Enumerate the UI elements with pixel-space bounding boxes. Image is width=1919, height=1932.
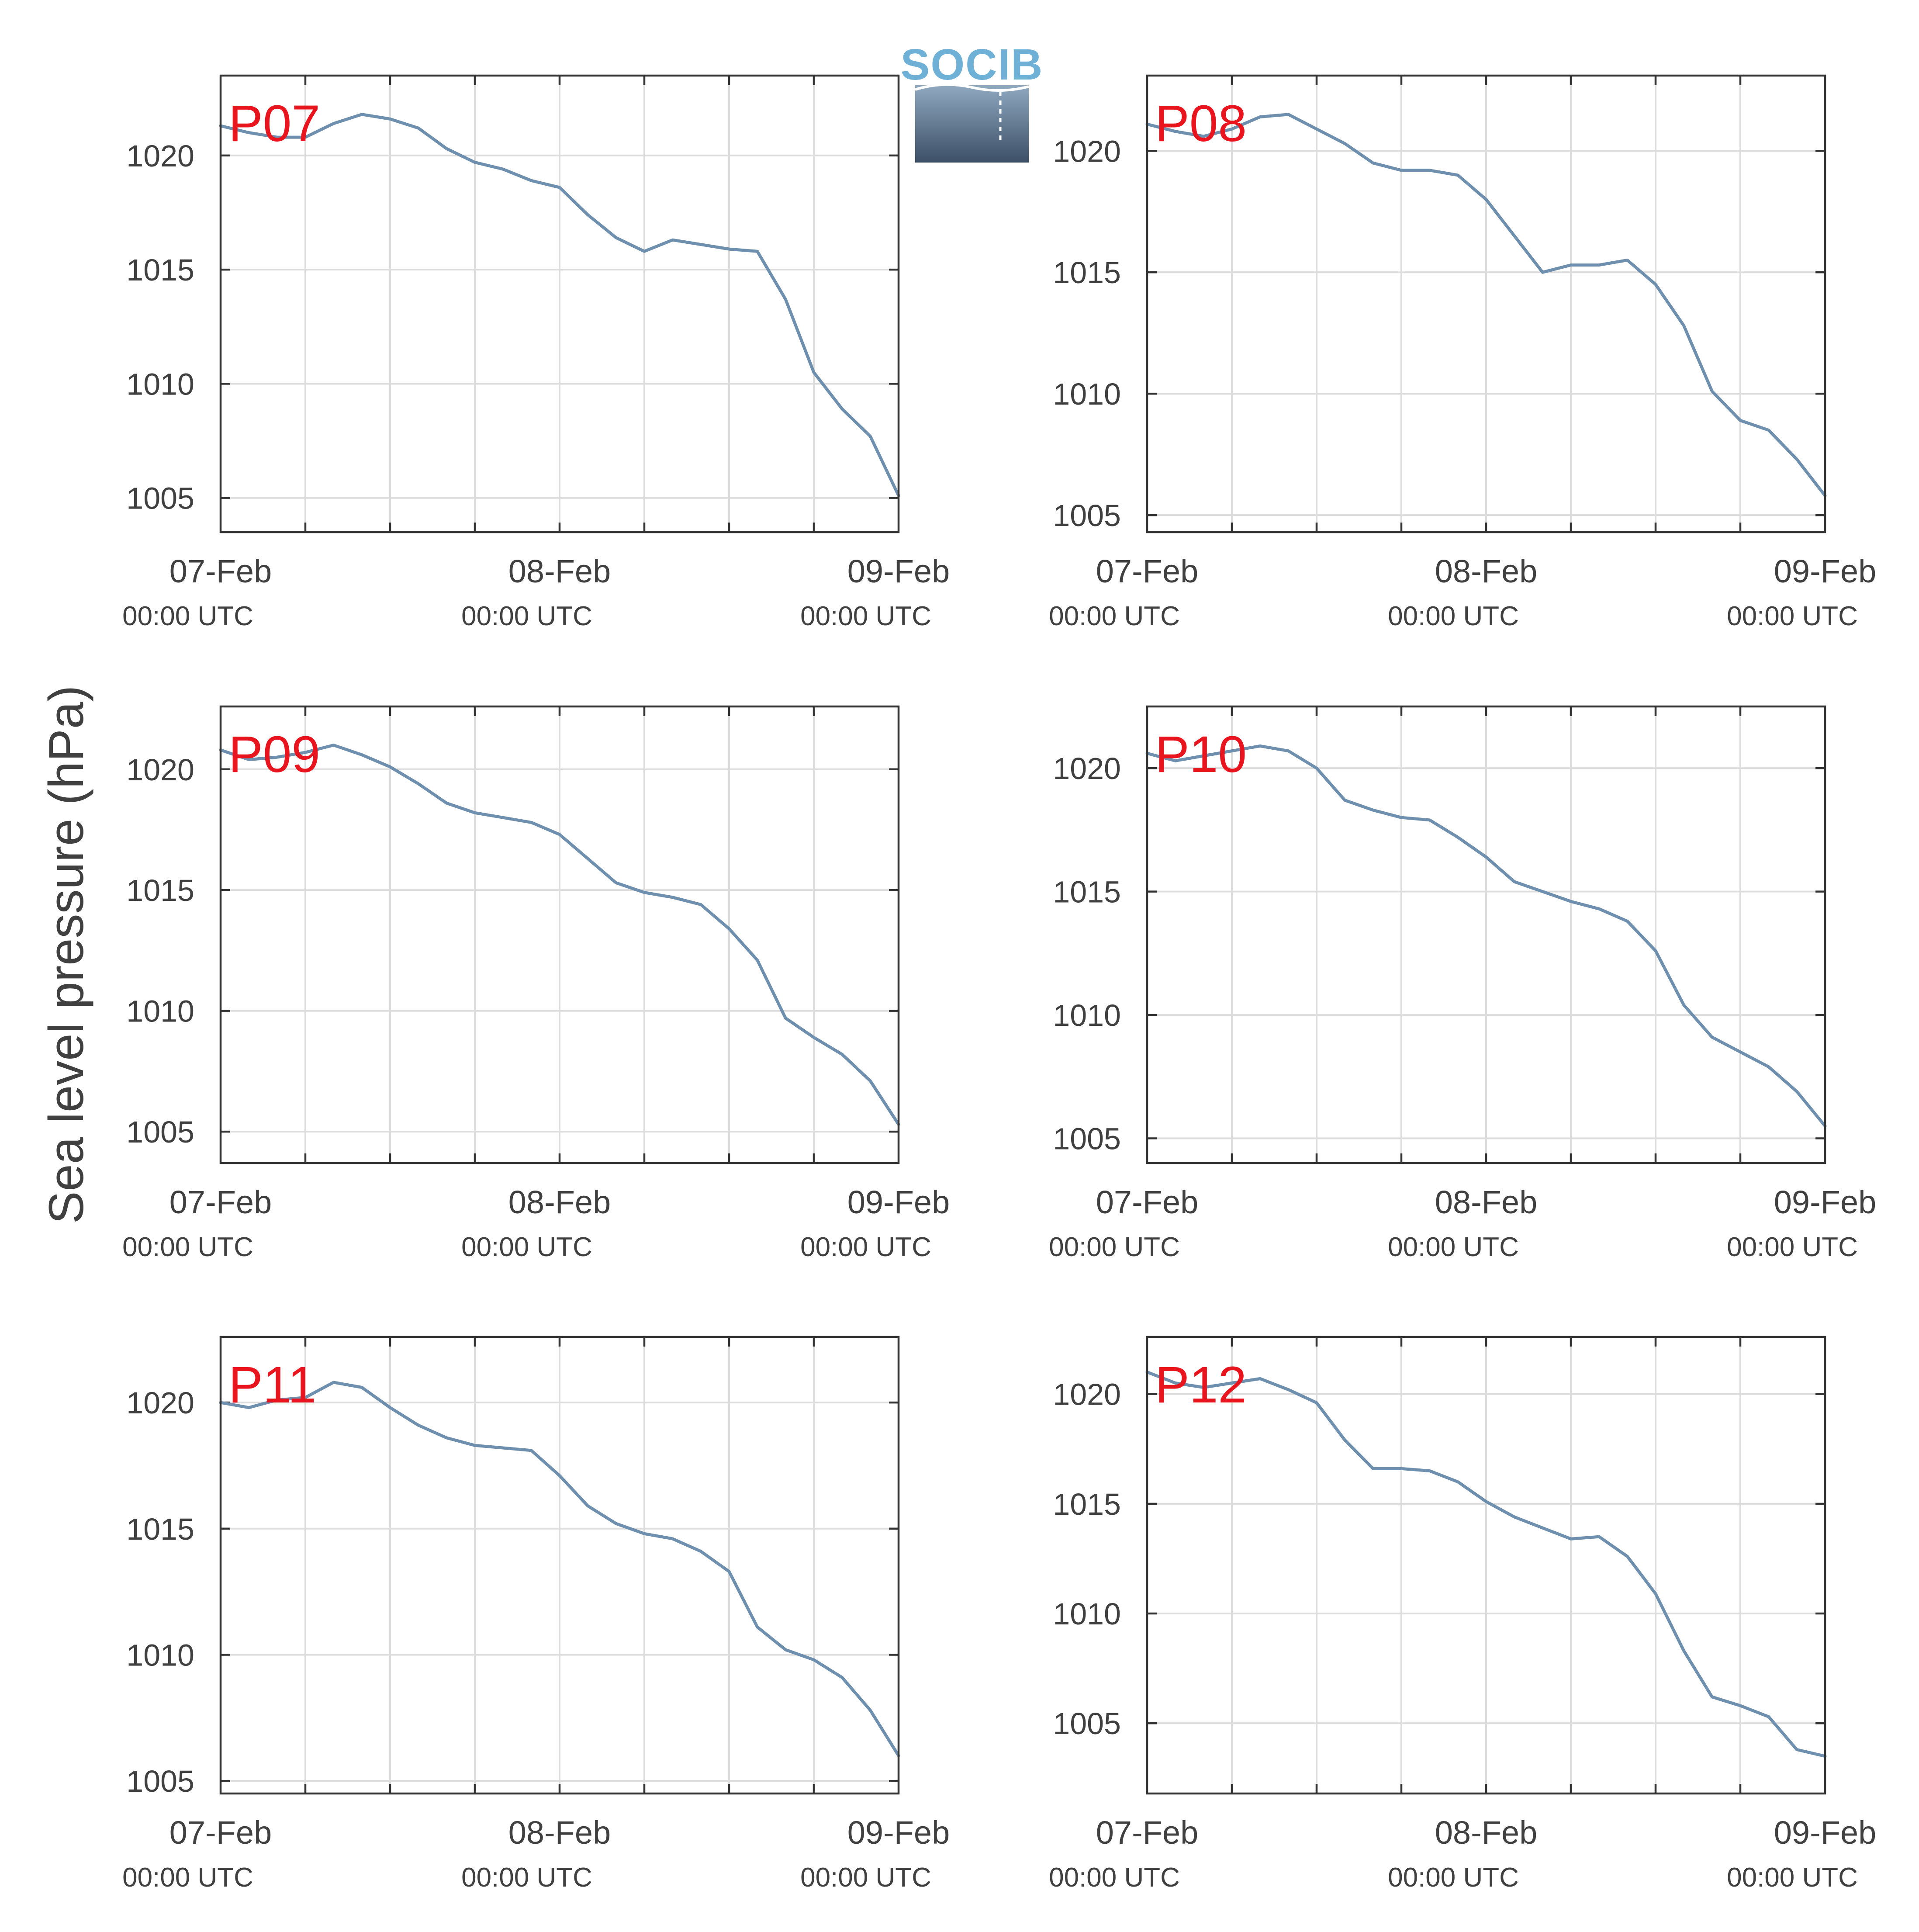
y-tick-label: 1010 bbox=[126, 367, 194, 401]
series-line bbox=[219, 113, 900, 497]
x-tick-date: 09-Feb bbox=[1774, 553, 1876, 589]
series-line bbox=[1145, 113, 1827, 498]
x-tick-time: 00:00 UTC bbox=[1388, 1232, 1519, 1262]
x-tick-date: 08-Feb bbox=[1435, 1814, 1537, 1851]
x-tick-date: 07-Feb bbox=[169, 1814, 272, 1851]
x-tick-date: 07-Feb bbox=[169, 553, 272, 589]
x-tick-time: 00:00 UTC bbox=[800, 1232, 931, 1262]
panel-p12: 1005 1010 1015 1020 07-Feb 00:00 UTC 08-Feb 00:… bbox=[1049, 1336, 1876, 1893]
x-tick-time: 00:00 UTC bbox=[1388, 601, 1519, 631]
panel-label: P08 bbox=[1155, 95, 1247, 152]
y-tick-label: 1005 bbox=[1053, 1122, 1121, 1156]
x-tick-date: 08-Feb bbox=[508, 1814, 611, 1851]
y-axis-label: Sea level pressure (hPa) bbox=[39, 686, 93, 1224]
x-tick-time: 00:00 UTC bbox=[122, 1863, 253, 1893]
y-tick-label: 1020 bbox=[1053, 751, 1121, 786]
x-tick-date: 07-Feb bbox=[1096, 553, 1198, 589]
x-tick-time: 00:00 UTC bbox=[1049, 1232, 1180, 1262]
y-tick-label: 1020 bbox=[126, 1386, 194, 1420]
panel-p09: 1005 1010 1015 1020 07-Feb 00:00 UTC 08-Feb 00:… bbox=[122, 705, 950, 1262]
x-tick-time: 00:00 UTC bbox=[800, 601, 931, 631]
panel-label: P09 bbox=[228, 726, 320, 783]
x-tick-time: 00:00 UTC bbox=[122, 601, 253, 631]
y-tick-label: 1015 bbox=[1053, 1487, 1121, 1521]
x-tick-date: 07-Feb bbox=[1096, 1814, 1198, 1851]
x-tick-date: 09-Feb bbox=[847, 1184, 950, 1220]
socib-logo-graphic bbox=[915, 85, 1029, 163]
panel-label: P10 bbox=[1155, 726, 1247, 783]
y-tick-label: 1010 bbox=[1053, 377, 1121, 411]
series-line bbox=[1145, 744, 1827, 1128]
x-tick-time: 00:00 UTC bbox=[1727, 1863, 1858, 1893]
y-tick-label: 1005 bbox=[1053, 499, 1121, 533]
x-tick-date: 08-Feb bbox=[1435, 553, 1537, 589]
panels: 1005 1010 1015 1020 07-Feb 00:00 UTC 08-Feb 00:… bbox=[122, 74, 1876, 1893]
x-tick-date: 09-Feb bbox=[847, 1814, 950, 1851]
series-line bbox=[1145, 1370, 1827, 1758]
panel-label: P07 bbox=[228, 95, 320, 152]
axis-box bbox=[1146, 1336, 1826, 1795]
x-tick-time: 00:00 UTC bbox=[800, 1863, 931, 1893]
axis-box bbox=[1146, 74, 1826, 533]
y-tick-label: 1005 bbox=[1053, 1707, 1121, 1741]
x-tick-date: 07-Feb bbox=[1096, 1184, 1198, 1220]
y-tick-label: 1010 bbox=[1053, 998, 1121, 1032]
y-tick-label: 1020 bbox=[126, 139, 194, 173]
x-tick-time: 00:00 UTC bbox=[461, 601, 592, 631]
x-tick-date: 09-Feb bbox=[1774, 1814, 1876, 1851]
y-tick-label: 1015 bbox=[126, 253, 194, 287]
x-tick-date: 09-Feb bbox=[847, 553, 950, 589]
y-tick-label: 1005 bbox=[126, 481, 194, 516]
x-tick-time: 00:00 UTC bbox=[1727, 1232, 1858, 1262]
panel-label: P11 bbox=[228, 1356, 316, 1414]
x-tick-date: 08-Feb bbox=[508, 1184, 611, 1220]
x-tick-time: 00:00 UTC bbox=[461, 1863, 592, 1893]
y-tick-label: 1010 bbox=[126, 994, 194, 1028]
panel-label: P12 bbox=[1155, 1356, 1247, 1414]
y-tick-label: 1020 bbox=[126, 753, 194, 787]
panel-p10: 1005 1010 1015 1020 07-Feb 00:00 UTC 08-Feb 00:… bbox=[1049, 705, 1876, 1262]
y-tick-label: 1020 bbox=[1053, 134, 1121, 168]
axis-box bbox=[1146, 705, 1826, 1164]
x-tick-date: 09-Feb bbox=[1774, 1184, 1876, 1220]
panel-p08: 1005 1010 1015 1020 07-Feb 00:00 UTC 08-Feb 00:… bbox=[1049, 74, 1876, 631]
x-tick-date: 08-Feb bbox=[508, 553, 611, 589]
x-tick-time: 00:00 UTC bbox=[1388, 1863, 1519, 1893]
y-tick-label: 1015 bbox=[126, 1512, 194, 1546]
x-tick-time: 00:00 UTC bbox=[122, 1232, 253, 1262]
y-tick-label: 1010 bbox=[1053, 1597, 1121, 1631]
socib-logo-wave bbox=[915, 83, 1029, 92]
y-tick-label: 1005 bbox=[126, 1115, 194, 1149]
x-tick-time: 00:00 UTC bbox=[1049, 601, 1180, 631]
x-tick-time: 00:00 UTC bbox=[461, 1232, 592, 1262]
x-tick-date: 07-Feb bbox=[169, 1184, 272, 1220]
y-tick-label: 1015 bbox=[1053, 875, 1121, 909]
y-tick-label: 1015 bbox=[1053, 256, 1121, 290]
x-tick-date: 08-Feb bbox=[1435, 1184, 1537, 1220]
socib-logo-text: SOCIB bbox=[901, 40, 1044, 89]
series-line bbox=[219, 744, 900, 1126]
axis-box bbox=[219, 74, 900, 533]
y-tick-label: 1015 bbox=[126, 873, 194, 907]
axis-box bbox=[219, 705, 900, 1164]
y-tick-label: 1020 bbox=[1053, 1378, 1121, 1412]
series-line bbox=[219, 1381, 900, 1757]
socib-logo: SOCIB bbox=[901, 40, 1044, 163]
axis-box bbox=[219, 1336, 900, 1795]
panel-p07: 1005 1010 1015 1020 07-Feb 00:00 UTC 08-Feb 00:… bbox=[122, 74, 950, 631]
panel-p11: 1005 1010 1015 1020 07-Feb 00:00 UTC 08-Feb 00:… bbox=[122, 1336, 950, 1893]
x-tick-time: 00:00 UTC bbox=[1727, 601, 1858, 631]
x-tick-time: 00:00 UTC bbox=[1049, 1863, 1180, 1893]
y-tick-label: 1010 bbox=[126, 1638, 194, 1672]
y-tick-label: 1005 bbox=[126, 1764, 194, 1798]
